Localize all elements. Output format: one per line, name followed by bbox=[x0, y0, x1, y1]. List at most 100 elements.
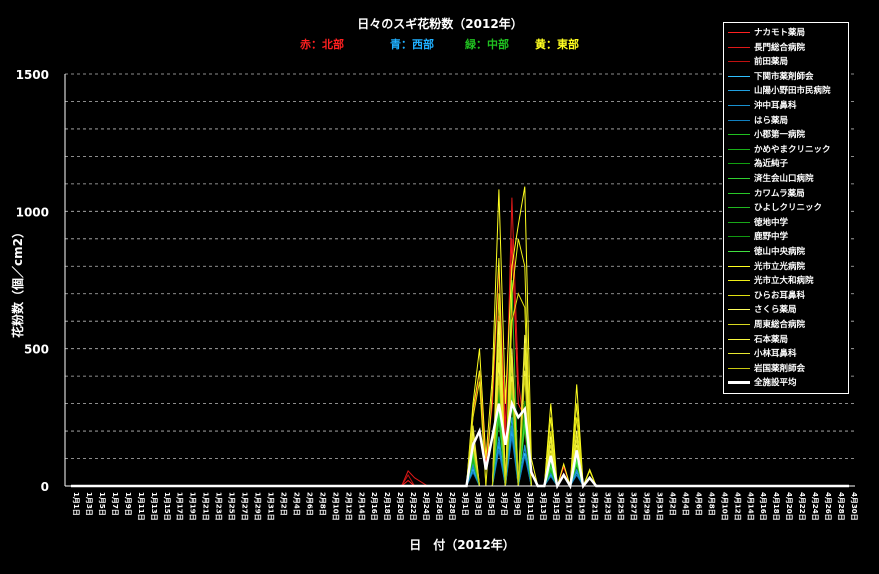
legend-label: 小林耳鼻科 bbox=[754, 349, 797, 360]
series-line bbox=[71, 389, 849, 487]
x-tick-label: 1月9日 bbox=[124, 492, 132, 516]
x-tick-label: 4月6日 bbox=[694, 492, 702, 516]
legend-item: 前田薬局 bbox=[728, 55, 788, 69]
x-tick-label: 2月10日 bbox=[331, 492, 339, 521]
x-tick-label: 1月31日 bbox=[267, 492, 275, 521]
legend-item: 岩国薬剤師会 bbox=[728, 362, 805, 376]
region-labels: 赤：北部 青：西部 緑：中部 黄：東部 bbox=[300, 37, 579, 51]
legend-item: 下関市薬剤師会 bbox=[728, 70, 814, 84]
legend-swatch bbox=[728, 251, 750, 252]
legend-item: 光市立光病院 bbox=[728, 260, 805, 274]
series-line bbox=[71, 387, 849, 487]
legend-swatch bbox=[728, 381, 750, 385]
legend-swatch bbox=[728, 280, 750, 282]
legend-swatch bbox=[728, 192, 750, 194]
x-tick-label: 1月11日 bbox=[137, 492, 145, 521]
legend-item: 鹿野中学 bbox=[728, 230, 788, 244]
legend-swatch bbox=[728, 324, 750, 325]
x-tick-label: 4月28日 bbox=[837, 492, 845, 521]
legend-item: 為近純子 bbox=[728, 157, 788, 171]
series-line bbox=[71, 403, 849, 487]
x-tick-label: 4月24日 bbox=[811, 492, 819, 521]
legend-label: 下関市薬剤師会 bbox=[754, 71, 814, 82]
legend-label: 前田薬局 bbox=[754, 57, 789, 68]
x-tick-label: 3月9日 bbox=[513, 492, 521, 516]
legend-label: 石本薬局 bbox=[754, 334, 789, 345]
x-tick-label: 2月8日 bbox=[318, 492, 326, 516]
legend-swatch bbox=[728, 119, 750, 121]
y-axis-label: 花粉数（個／cm2） bbox=[10, 226, 25, 338]
x-tick-label: 4月22日 bbox=[798, 492, 806, 521]
legend-swatch bbox=[728, 90, 750, 92]
legend-swatch bbox=[728, 367, 750, 369]
legend-swatch bbox=[728, 353, 750, 355]
legend-label: 鹿野中学 bbox=[754, 232, 789, 243]
x-tick-label: 1月7日 bbox=[111, 492, 119, 516]
x-tick-label: 3月25日 bbox=[617, 492, 625, 521]
x-tick-label: 1月13日 bbox=[150, 492, 158, 521]
legend-swatch bbox=[728, 61, 750, 63]
x-axis-ticks: 1月1日 1月3日 1月5日 1月7日 1月9日 1月11日 1月13日 1月15日 1月17日… bbox=[72, 492, 858, 521]
series-line bbox=[71, 417, 849, 487]
legend-item: ひよしクリニック bbox=[728, 201, 822, 215]
legend-swatch bbox=[728, 105, 750, 106]
legend-swatch bbox=[728, 75, 750, 77]
legend-label: 小郡第一病院 bbox=[754, 130, 806, 141]
x-tick-label: 3月29日 bbox=[643, 492, 651, 521]
series-line bbox=[71, 399, 849, 490]
x-tick-label: 4月14日 bbox=[746, 492, 754, 521]
legend-item: カワムラ薬局 bbox=[728, 187, 805, 201]
region-label: 緑：中部 bbox=[465, 37, 509, 51]
x-axis-label: 日 付（2012年） bbox=[409, 537, 514, 552]
legend-label: 済生会山口病院 bbox=[754, 174, 814, 184]
x-tick-label: 3月17日 bbox=[565, 492, 573, 521]
x-tick-label: 3月19日 bbox=[578, 492, 586, 521]
x-tick-label: 2月16日 bbox=[370, 492, 378, 521]
x-tick-label: 3月27日 bbox=[630, 492, 638, 521]
x-tick-label: 4月12日 bbox=[733, 492, 741, 521]
x-tick-label: 2月18日 bbox=[383, 492, 391, 521]
legend-label: 光市立大和病院 bbox=[754, 276, 814, 287]
series-line bbox=[71, 395, 849, 487]
legend-item: 徳地中学 bbox=[728, 216, 788, 230]
x-tick-label: 2月20日 bbox=[396, 492, 404, 521]
x-tick-label: 1月27日 bbox=[241, 492, 249, 521]
x-tick-label: 1月19日 bbox=[189, 492, 197, 521]
x-tick-label: 3月3日 bbox=[474, 492, 482, 516]
x-tick-label: 2月12日 bbox=[344, 492, 352, 521]
legend-item: 光市立大和病院 bbox=[728, 274, 814, 288]
legend: ナカモト薬局 長門総合病院 前田薬局 下関市薬剤師会 山陽小野田市民病院 沖中耳鼻科 はら薬… bbox=[723, 22, 849, 394]
legend-swatch bbox=[728, 236, 750, 238]
legend-swatch bbox=[728, 178, 750, 179]
series-line bbox=[71, 381, 849, 487]
legend-swatch bbox=[728, 294, 750, 296]
x-tick-label: 1月3日 bbox=[85, 492, 93, 516]
x-tick-label: 2月4日 bbox=[292, 492, 300, 516]
legend-label: 長門総合病院 bbox=[754, 42, 806, 53]
legend-swatch bbox=[728, 207, 750, 209]
x-tick-label: 2月2日 bbox=[279, 492, 287, 516]
legend-swatch bbox=[728, 338, 750, 340]
x-tick-label: 1月25日 bbox=[228, 492, 236, 521]
y-tick-label: 1000 bbox=[16, 205, 49, 219]
legend-swatch bbox=[728, 32, 750, 33]
x-tick-label: 3月21日 bbox=[591, 492, 599, 521]
legend-item: 山陽小野田市民病院 bbox=[728, 84, 831, 98]
legend-item: 長門総合病院 bbox=[728, 41, 805, 55]
legend-item: 周東総合病院 bbox=[728, 318, 805, 332]
legend-swatch bbox=[728, 309, 750, 311]
x-tick-label: 1月1日 bbox=[72, 492, 80, 516]
region-label: 赤：北部 bbox=[300, 37, 344, 51]
legend-item: ひらお耳鼻科 bbox=[728, 289, 805, 303]
legend-label: 光市立光病院 bbox=[754, 261, 806, 272]
x-tick-label: 3月15日 bbox=[552, 492, 560, 521]
legend-item: ナカモト薬局 bbox=[728, 26, 805, 40]
legend-label: 徳山中央病院 bbox=[754, 247, 806, 257]
legend-swatch bbox=[728, 221, 750, 223]
x-tick-label: 2月22日 bbox=[409, 492, 417, 521]
x-tick-label: 3月11日 bbox=[526, 492, 534, 521]
x-tick-label: 4月26日 bbox=[824, 492, 832, 521]
legend-item: 石本薬局 bbox=[728, 333, 788, 347]
region-label: 青：西部 bbox=[390, 37, 434, 51]
